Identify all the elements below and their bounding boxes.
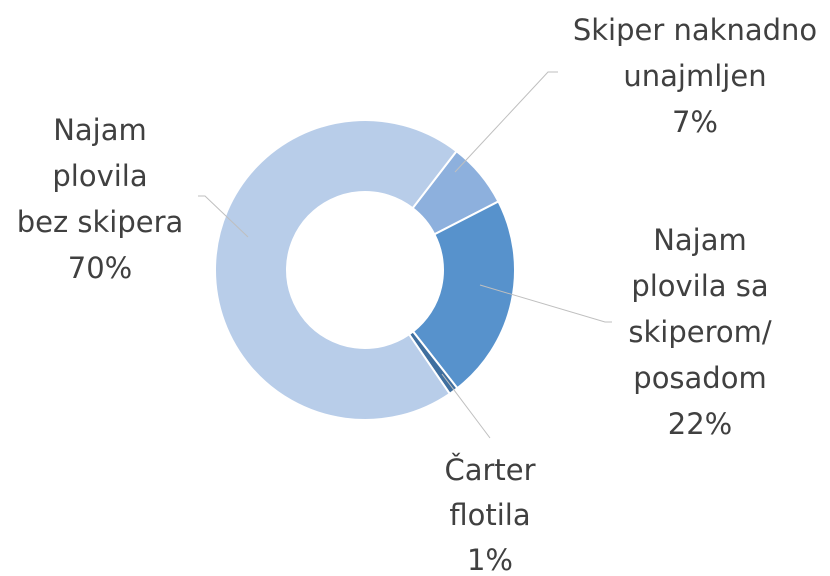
category-label: Najam plovila bez skipera bbox=[16, 113, 184, 239]
donut-slice bbox=[411, 200, 516, 390]
category-label: Najam plovila sa skiperom/ posadom bbox=[628, 223, 772, 395]
data-label: Skiper naknadno unajmljen 7% bbox=[535, 7, 830, 145]
value-label: 1% bbox=[466, 543, 513, 576]
data-label: Najam plovila bez skipera 70% bbox=[0, 107, 260, 291]
donut-slice bbox=[214, 119, 458, 421]
leader-line bbox=[479, 284, 612, 323]
data-label: Čarter flotila 1% bbox=[330, 448, 650, 576]
value-label: 22% bbox=[667, 407, 733, 441]
leader-line bbox=[198, 195, 249, 238]
leader-line bbox=[454, 71, 558, 173]
data-label: Najam plovila sa skiperom/ posadom 22% bbox=[540, 217, 830, 447]
value-label: 70% bbox=[67, 251, 133, 285]
slices bbox=[214, 119, 516, 421]
leader-line bbox=[441, 373, 491, 439]
category-label: Čarter flotila bbox=[444, 453, 536, 532]
value-label: 7% bbox=[671, 105, 718, 139]
category-label: Skiper naknadno unajmljen bbox=[572, 13, 818, 93]
